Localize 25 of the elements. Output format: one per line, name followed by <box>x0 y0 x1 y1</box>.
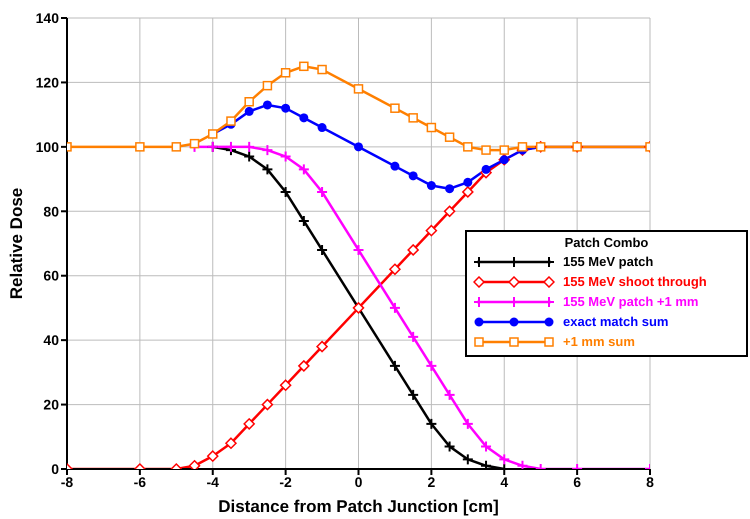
x-axis-title: Distance from Patch Junction [cm] <box>218 497 499 516</box>
y-axis-title: Relative Dose <box>7 188 26 300</box>
legend-label: exact match sum <box>563 313 668 331</box>
x-tick-label: 2 <box>427 474 436 490</box>
x-tick-label: -4 <box>206 474 220 490</box>
x-tick-label: -6 <box>134 474 146 490</box>
x-tick-label: 0 <box>354 474 363 490</box>
y-tick-label: 80 <box>43 203 60 220</box>
legend-label: 155 MeV patch +1 mm <box>563 293 698 311</box>
x-tick-label: -2 <box>279 474 292 490</box>
y-tick-label: 60 <box>43 268 60 284</box>
x-tick-label: 6 <box>573 474 582 490</box>
legend-label: +1 mm sum <box>563 333 635 351</box>
y-tick-label: 40 <box>43 332 60 348</box>
legend-title: Patch Combo <box>564 235 650 250</box>
y-tick-label: 100 <box>36 138 60 155</box>
legend-label: 155 MeV patch <box>563 253 654 271</box>
y-tick-label: 140 <box>36 10 60 26</box>
legend-label: 155 MeV shoot through <box>563 273 707 291</box>
y-tick-label: 0 <box>51 460 60 477</box>
y-tick-label: 120 <box>36 74 60 90</box>
x-tick-label: 8 <box>646 474 654 490</box>
y-tick-label: 20 <box>43 396 60 413</box>
x-tick-label: 4 <box>500 474 508 490</box>
x-tick-label: -8 <box>60 474 74 490</box>
